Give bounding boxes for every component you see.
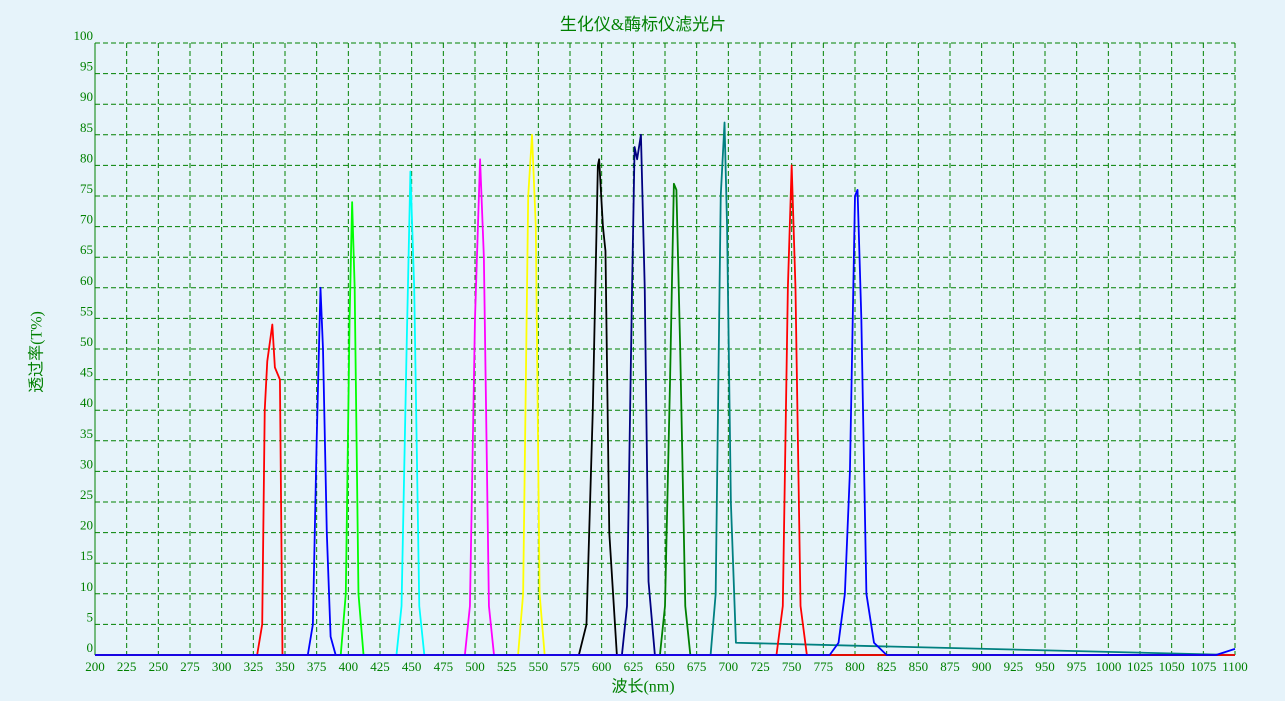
x-tick-label: 775 <box>814 659 834 674</box>
x-tick-label: 300 <box>212 659 232 674</box>
y-tick-label: 0 <box>87 640 94 655</box>
x-tick-label: 950 <box>1035 659 1055 674</box>
y-tick-label: 75 <box>80 181 93 196</box>
x-tick-label: 250 <box>149 659 169 674</box>
x-tick-label: 925 <box>1004 659 1024 674</box>
y-tick-label: 15 <box>80 548 93 563</box>
y-tick-label: 80 <box>80 150 93 165</box>
spectrum-line <box>95 158 1235 656</box>
y-tick-label: 5 <box>87 609 94 624</box>
x-tick-label: 1000 <box>1095 659 1121 674</box>
x-tick-label: 725 <box>750 659 770 674</box>
x-tick-label: 1100 <box>1222 659 1248 674</box>
spectrum-line <box>95 158 1235 656</box>
y-tick-label: 10 <box>80 579 93 594</box>
y-tick-label: 25 <box>80 487 93 502</box>
spectrum-line <box>95 170 1235 656</box>
spectrum-line <box>95 121 1236 656</box>
x-tick-label: 275 <box>180 659 200 674</box>
x-tick-label: 575 <box>560 659 580 674</box>
y-tick-label: 60 <box>80 273 93 288</box>
spectrum-line <box>95 286 1235 656</box>
chart-title: 生化仪&酶标仪滤光片 <box>560 15 726 34</box>
x-tick-label: 625 <box>624 659 644 674</box>
y-tick-label: 100 <box>74 28 94 43</box>
spectrum-line <box>95 182 1235 656</box>
x-tick-label: 225 <box>117 659 137 674</box>
y-tick-label: 70 <box>80 212 93 227</box>
y-tick-label: 95 <box>80 59 93 74</box>
y-tick-label: 90 <box>80 89 93 104</box>
y-tick-label: 35 <box>80 426 93 441</box>
spectrum-line <box>95 133 1235 656</box>
x-tick-label: 850 <box>909 659 929 674</box>
x-tick-label: 825 <box>877 659 897 674</box>
x-tick-label: 900 <box>972 659 992 674</box>
x-axis-label: 波长(nm) <box>611 678 674 696</box>
y-tick-label: 30 <box>80 456 93 471</box>
x-tick-label: 450 <box>402 659 422 674</box>
y-tick-label: 50 <box>80 334 93 349</box>
x-tick-label: 200 <box>85 659 105 674</box>
x-tick-label: 650 <box>655 659 675 674</box>
x-tick-label: 550 <box>529 659 549 674</box>
x-tick-label: 750 <box>782 659 802 674</box>
y-tick-label: 20 <box>80 518 93 533</box>
x-tick-label: 1075 <box>1190 659 1216 674</box>
x-tick-label: 975 <box>1067 659 1087 674</box>
x-tick-label: 1025 <box>1127 659 1153 674</box>
x-tick-label: 325 <box>244 659 264 674</box>
y-tick-label: 55 <box>80 303 93 318</box>
spectrum-line <box>95 201 1235 656</box>
y-tick-label: 45 <box>80 365 93 380</box>
x-tick-label: 1050 <box>1159 659 1185 674</box>
x-tick-label: 675 <box>687 659 707 674</box>
y-axis-label: 透过率(T%) <box>28 311 46 393</box>
y-tick-label: 65 <box>80 242 93 257</box>
x-tick-label: 350 <box>275 659 295 674</box>
x-tick-label: 500 <box>465 659 485 674</box>
x-tick-label: 375 <box>307 659 327 674</box>
x-tick-label: 400 <box>339 659 359 674</box>
spectrum-line <box>95 133 1235 656</box>
x-tick-label: 800 <box>845 659 865 674</box>
x-tick-label: 425 <box>370 659 390 674</box>
y-tick-label: 40 <box>80 395 93 410</box>
x-tick-label: 700 <box>719 659 739 674</box>
spectrum-line <box>95 188 1236 656</box>
y-tick-label: 85 <box>80 120 93 135</box>
x-tick-label: 525 <box>497 659 517 674</box>
x-tick-label: 875 <box>940 659 960 674</box>
x-tick-label: 475 <box>434 659 454 674</box>
spectrum-line <box>95 323 1235 656</box>
spectrum-line <box>95 164 1235 656</box>
x-tick-label: 600 <box>592 659 612 674</box>
